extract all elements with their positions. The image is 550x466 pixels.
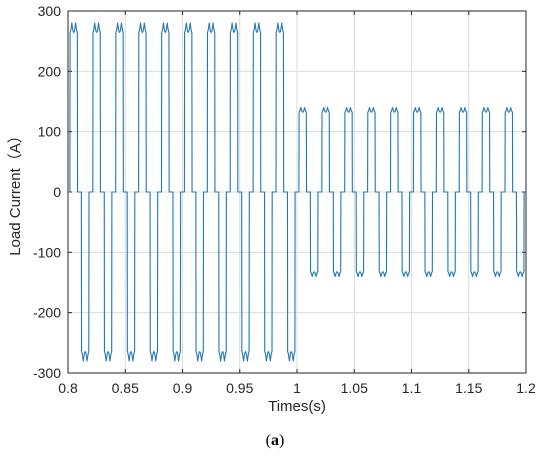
y-tick-label: 100: [38, 124, 62, 140]
caption-open-paren: (: [265, 432, 271, 449]
x-axis-label: Times(s): [268, 398, 326, 415]
waveform-segment: [67, 22, 298, 362]
y-tick-label: 200: [38, 63, 62, 79]
series-layer: [67, 22, 527, 362]
y-axis-label: Load Current（A）: [7, 128, 24, 256]
y-tick-label: -300: [33, 365, 61, 381]
x-tick-label: 1.15: [455, 380, 482, 396]
y-tick-label: -100: [33, 244, 61, 260]
x-tick-label: 0.8: [58, 380, 78, 396]
x-tick-label: 1.1: [402, 380, 422, 396]
caption-letter: a: [271, 432, 279, 449]
x-tick-label: 1.2: [516, 380, 536, 396]
y-tick-labels: 300 200 100 0 -100 -200 -300: [33, 3, 61, 381]
x-tick-labels: 0.8 0.85 0.9 0.95 1 1.05 1.1 1.15 1.2: [58, 380, 536, 396]
figure-caption: (a): [0, 432, 550, 450]
y-tick-label: 300: [38, 3, 62, 19]
x-tick-label: 0.95: [226, 380, 253, 396]
x-tick-label: 1.05: [341, 380, 368, 396]
waveform-segment: [296, 106, 527, 278]
y-tick-label: 0: [53, 184, 61, 200]
plot-frame: [67, 10, 527, 374]
caption-close-paren: ): [279, 432, 285, 449]
x-tick-label: 0.9: [173, 380, 193, 396]
x-tick-label: 0.85: [112, 380, 139, 396]
y-tick-label: -200: [33, 305, 61, 321]
x-tick-label: 1: [293, 380, 301, 396]
